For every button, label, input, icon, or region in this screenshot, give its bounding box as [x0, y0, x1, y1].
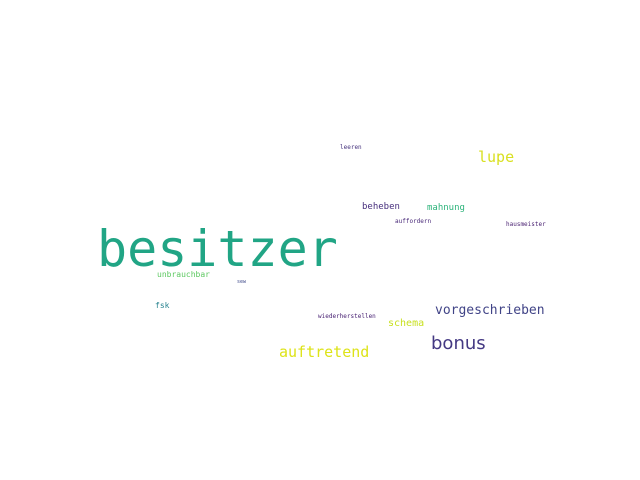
word-lupe: lupe: [478, 148, 515, 166]
word-sew: sew: [237, 279, 247, 285]
word-vorgeschrieben: vorgeschrieben: [435, 303, 545, 318]
word-mahnung: mahnung: [427, 203, 465, 213]
word-auftretend: auftretend: [279, 343, 370, 361]
word-wiederherstellen: wiederherstellen: [318, 313, 376, 320]
word-hausmeister: hausmeister: [506, 221, 546, 228]
word-beheben: beheben: [362, 202, 400, 212]
word-leeren: leeren: [340, 144, 362, 151]
word-fsk: fsk: [155, 301, 170, 310]
word-unbrauchbar: unbrauchbar: [157, 270, 210, 279]
word-bonus: bonus: [431, 333, 486, 354]
word-besitzer: besitzer: [97, 220, 338, 278]
word-schema: schema: [388, 318, 425, 329]
word-auffordern: auffordern: [395, 218, 432, 225]
